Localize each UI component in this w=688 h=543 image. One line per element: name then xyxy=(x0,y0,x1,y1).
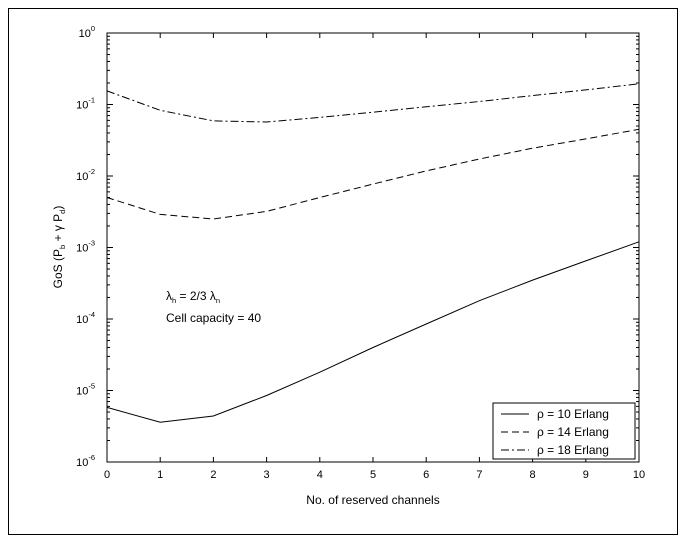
y-tick-label: 10-6 xyxy=(76,453,95,469)
x-axis-label: No. of reserved channels xyxy=(306,493,439,507)
legend-box xyxy=(492,402,636,460)
y-tick-label: 10-2 xyxy=(76,167,95,183)
x-tick-label: 2 xyxy=(210,469,216,481)
x-tick-label: 5 xyxy=(370,469,376,481)
x-tick-label: 7 xyxy=(476,469,482,481)
legend-label-3: ρ = 18 Erlang xyxy=(537,443,609,457)
legend-label-2: ρ = 14 Erlang xyxy=(537,425,609,439)
annotation-lambda: λh = 2/3 λn xyxy=(166,289,220,305)
series-line-1 xyxy=(106,241,640,423)
y-tick-label: 100 xyxy=(79,24,95,40)
x-tick-label: 0 xyxy=(104,469,110,481)
y-tick-label: 10-1 xyxy=(76,96,95,112)
y-axis-label: GoS (Pb + γ Pd) xyxy=(51,206,67,289)
x-tick-label: 9 xyxy=(583,469,589,481)
x-tick-label: 10 xyxy=(633,469,645,481)
y-tick-label: 10-4 xyxy=(76,310,95,326)
x-tick-label: 8 xyxy=(530,469,536,481)
y-tick-label: 10-5 xyxy=(76,382,95,398)
series-line-2 xyxy=(106,128,640,220)
annotation-capacity: Cell capacity = 40 xyxy=(166,311,261,325)
legend: ρ = 10 Erlang ρ = 14 Erlang ρ = 18 Erlang xyxy=(492,402,636,460)
x-tick-label: 4 xyxy=(317,469,323,481)
y-tick-label: 10-3 xyxy=(76,239,95,255)
series-line-3 xyxy=(106,83,640,123)
plot-area xyxy=(106,32,640,463)
legend-label-1: ρ = 10 Erlang xyxy=(537,407,609,421)
x-tick-label: 1 xyxy=(157,469,163,481)
x-tick-label: 6 xyxy=(423,469,429,481)
x-tick-label: 3 xyxy=(264,469,270,481)
